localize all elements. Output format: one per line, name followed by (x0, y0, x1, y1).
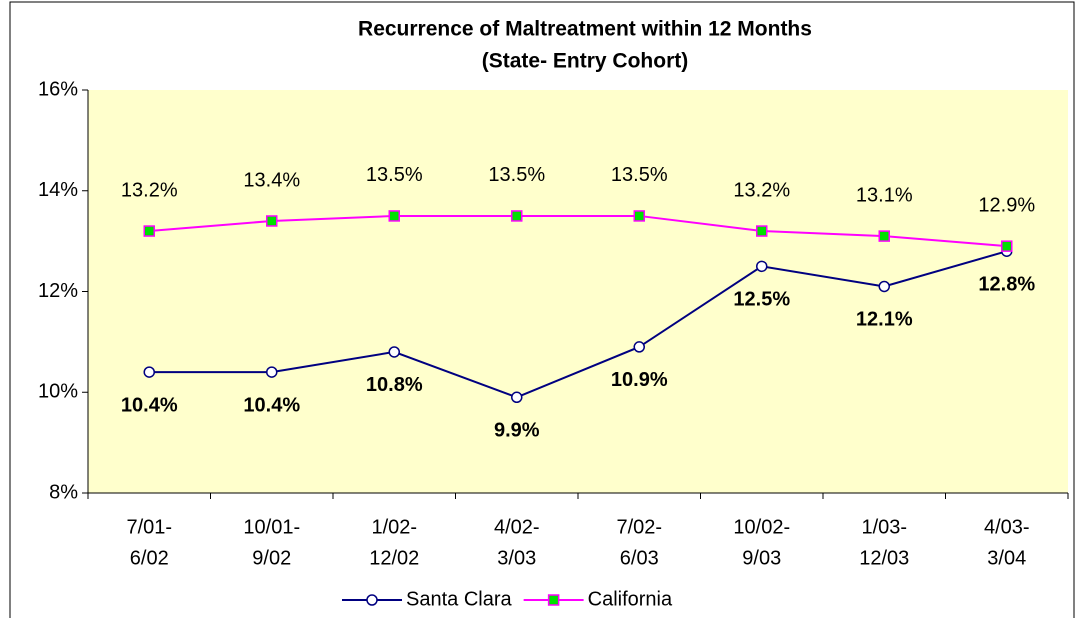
data-label: 13.2% (121, 179, 178, 201)
data-label: 10.8% (366, 374, 423, 396)
series-line (149, 214, 1007, 248)
marker (633, 341, 645, 353)
marker (878, 280, 890, 293)
data-label: 10.9% (611, 369, 668, 391)
x-tick-label: 7/02- (616, 516, 662, 538)
x-tick-label: 10/02- (733, 516, 790, 538)
data-label: 9.9% (494, 420, 540, 442)
data-label: 13.1% (856, 184, 913, 206)
x-tick-label: 9/03 (742, 547, 781, 569)
legend-label: California (588, 588, 673, 610)
marker (878, 230, 890, 242)
marker (511, 210, 523, 222)
chart-title: Recurrence of Maltreatment within 12 Mon… (358, 18, 812, 41)
y-tick-label: 10% (38, 381, 78, 403)
x-tick-label: 9/02 (252, 547, 291, 569)
data-label: 13.5% (488, 164, 545, 186)
marker (143, 225, 155, 237)
data-label: 12.9% (978, 194, 1035, 216)
marker (388, 346, 400, 358)
data-label: 13.5% (366, 164, 423, 186)
x-tick-label: 3/04 (987, 547, 1026, 569)
data-label: 13.4% (243, 169, 300, 191)
marker (143, 366, 155, 378)
y-tick-label: 12% (38, 280, 78, 302)
x-tick-label: 10/01- (243, 516, 300, 538)
data-label: 12.5% (733, 289, 790, 311)
marker (388, 210, 400, 222)
legend-marker (366, 594, 378, 606)
x-tick-label: 1/03- (861, 516, 907, 538)
legend-marker (547, 594, 560, 606)
marker (266, 366, 278, 378)
data-label: 12.8% (978, 273, 1035, 295)
data-label: 13.5% (611, 164, 668, 186)
data-label: 13.2% (733, 179, 790, 201)
x-tick-label: 3/03 (497, 547, 536, 569)
marker (1001, 240, 1013, 252)
x-tick-label: 4/03- (984, 516, 1030, 538)
marker (633, 210, 645, 222)
x-tick-label: 12/03 (859, 547, 909, 569)
marker (511, 391, 523, 404)
x-tick-label: 1/02- (371, 516, 417, 538)
data-label: 12.1% (856, 309, 913, 331)
x-tick-label: 12/02 (369, 547, 419, 569)
marker (756, 225, 768, 237)
data-label: 10.4% (243, 394, 300, 416)
x-tick-label: 4/02- (494, 516, 540, 538)
series-line (149, 250, 1008, 399)
x-tick-label: 6/02 (130, 547, 169, 569)
y-tick-label: 14% (38, 179, 78, 201)
x-tick-label: 6/03 (620, 547, 659, 569)
chart-subtitle: (State- Entry Cohort) (482, 50, 689, 73)
legend-label: Santa Clara (406, 588, 512, 610)
data-label: 10.4% (121, 394, 178, 416)
marker (756, 260, 768, 273)
marker (266, 215, 278, 227)
plot-area (88, 90, 1068, 493)
y-tick-label: 8% (49, 481, 78, 503)
x-tick-label: 7/01- (126, 516, 172, 538)
y-tick-label: 16% (38, 78, 78, 100)
